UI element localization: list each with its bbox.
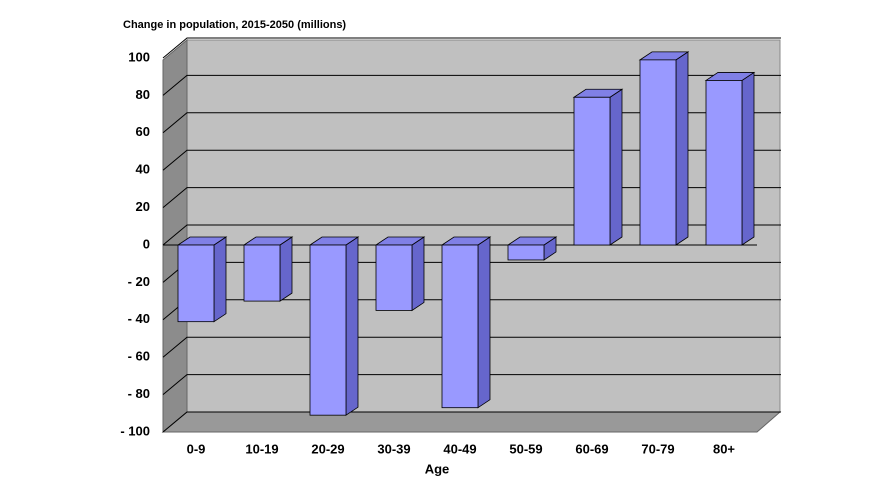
bar-front — [639, 59, 677, 246]
x-tick-label: 20-29 — [311, 441, 344, 456]
bar-side — [477, 236, 491, 409]
grid-line — [162, 374, 781, 395]
x-axis-label: Age — [425, 461, 450, 476]
y-tick-label: 60 — [136, 124, 150, 139]
grid — [162, 37, 781, 433]
bar — [440, 236, 492, 409]
bar-front — [375, 244, 413, 311]
bar-side — [411, 236, 425, 312]
bar — [572, 88, 624, 246]
bar-front — [573, 96, 611, 246]
bar — [308, 236, 360, 416]
y-tick-label: - 100 — [120, 423, 150, 438]
bar-side — [741, 71, 755, 246]
x-tick-label: 70-79 — [641, 441, 674, 456]
bar-side — [609, 88, 623, 246]
grid-line — [162, 411, 781, 433]
bar-front — [243, 244, 281, 302]
x-tick-label: 60-69 — [575, 441, 608, 456]
bar-front — [177, 244, 215, 323]
x-tick-label: 0-9 — [187, 441, 206, 456]
bar-front — [507, 244, 545, 261]
y-tick-label: 80 — [136, 87, 150, 102]
y-tick-label: - 20 — [128, 274, 150, 289]
x-tick-label: 80+ — [713, 441, 735, 456]
bar-side — [213, 236, 227, 323]
bar — [506, 236, 558, 261]
bar — [704, 71, 756, 246]
bar — [242, 236, 294, 302]
bar-front — [441, 244, 479, 409]
side-wall — [162, 38, 188, 434]
bar-side — [345, 236, 359, 416]
grid-line — [162, 37, 781, 59]
floor — [161, 411, 782, 433]
bar-front — [705, 80, 743, 246]
bar — [638, 51, 690, 246]
bar — [176, 236, 228, 323]
y-tick-label: - 40 — [128, 311, 150, 326]
x-tick-label: 30-39 — [377, 441, 410, 456]
y-tick-label: 20 — [136, 199, 150, 214]
y-tick-label: - 60 — [128, 349, 150, 364]
bar-front — [309, 244, 347, 416]
y-tick-label: 100 — [128, 49, 150, 64]
x-tick-label: 40-49 — [443, 441, 476, 456]
y-tick-label: 0 — [143, 236, 150, 251]
chart-title: Change in population, 2015-2050 (million… — [123, 19, 346, 31]
grid-line — [162, 74, 781, 96]
y-tick-label: - 80 — [128, 386, 150, 401]
bars — [176, 51, 756, 416]
bar — [374, 236, 426, 312]
x-tick-label: 10-19 — [245, 441, 278, 456]
bar-side — [279, 236, 293, 302]
y-tick-label: 40 — [136, 162, 150, 177]
x-tick-label: 50-59 — [509, 441, 542, 456]
grid-line — [162, 336, 781, 358]
bar-side — [675, 51, 689, 246]
